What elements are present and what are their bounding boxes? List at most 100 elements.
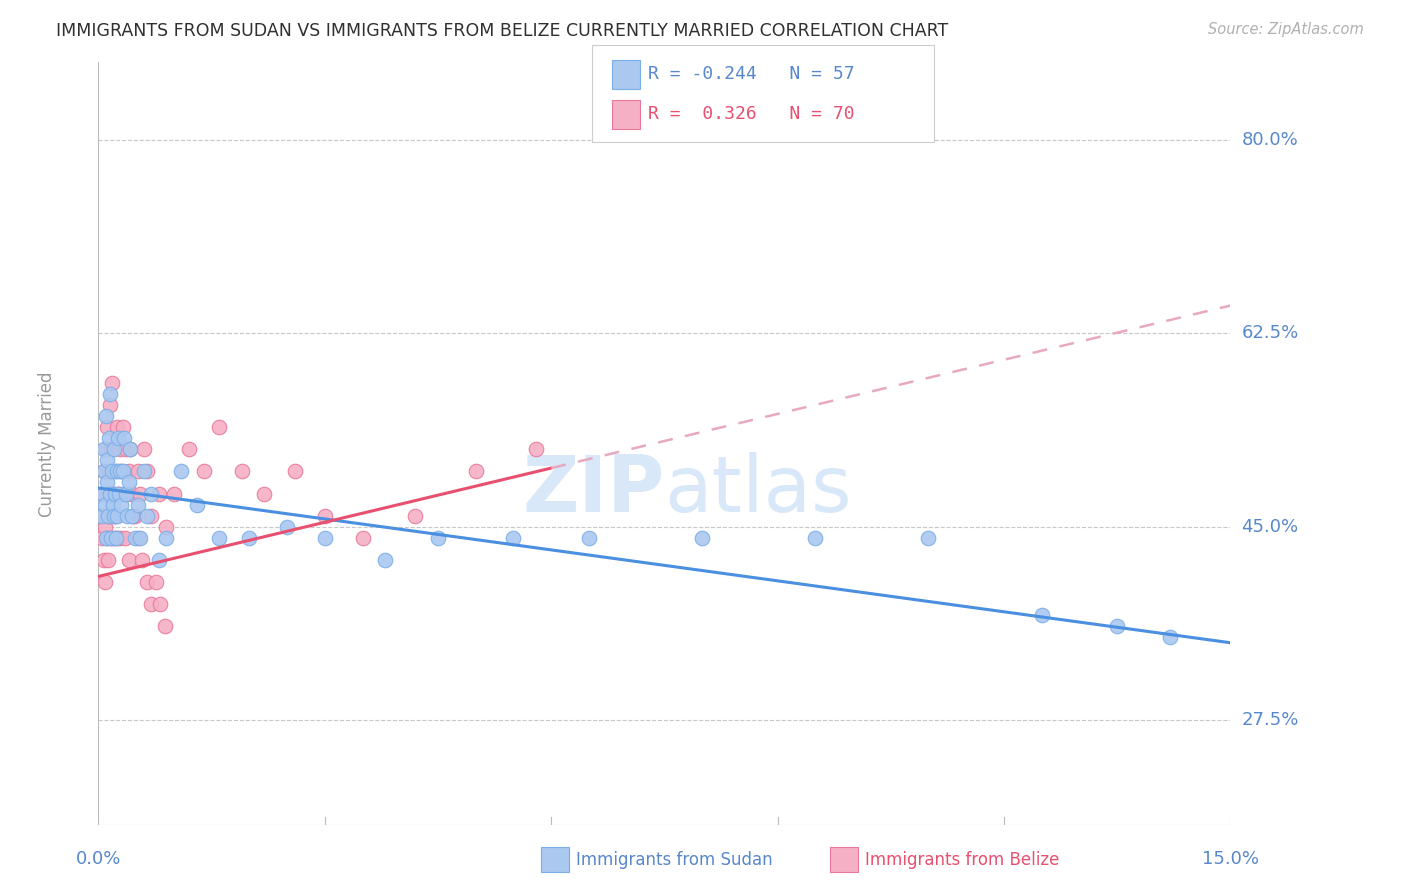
Point [100, 486, 122, 500]
Point [112, 486, 135, 500]
Point [101, 376, 124, 390]
Point [917, 531, 939, 545]
Point [127, 531, 149, 545]
Point [93, 553, 115, 567]
Point [231, 464, 253, 478]
Point [135, 574, 157, 589]
Point [98, 398, 121, 412]
Point [155, 531, 177, 545]
Point [104, 486, 127, 500]
Point [177, 442, 200, 457]
Point [100, 531, 122, 545]
Point [117, 553, 139, 567]
Point [163, 486, 186, 500]
Point [105, 508, 128, 523]
Text: Source: ZipAtlas.com: Source: ZipAtlas.com [1208, 22, 1364, 37]
Point [120, 442, 142, 457]
Point [149, 597, 172, 611]
Point [101, 498, 124, 512]
Text: atlas: atlas [665, 451, 852, 527]
Point [427, 531, 450, 545]
Point [108, 442, 131, 457]
Point [94, 574, 117, 589]
Text: R =  0.326   N = 70: R = 0.326 N = 70 [648, 105, 855, 123]
Point [103, 442, 125, 457]
Point [115, 508, 138, 523]
Point [136, 464, 159, 478]
Point [100, 442, 122, 457]
Point [374, 553, 396, 567]
Point [1107, 619, 1129, 633]
Point [110, 531, 132, 545]
Text: 15.0%: 15.0% [1202, 850, 1258, 868]
Point [111, 464, 134, 478]
Point [96, 486, 118, 500]
Point [98, 387, 121, 401]
Point [100, 486, 122, 500]
Point [96, 475, 118, 490]
Point [91, 486, 114, 500]
Point [121, 508, 143, 523]
Point [94, 519, 117, 533]
Point [93, 442, 115, 457]
Point [132, 464, 155, 478]
Point [114, 531, 136, 545]
Point [578, 531, 600, 545]
Point [94, 498, 117, 512]
Point [148, 486, 170, 500]
Point [117, 464, 139, 478]
Point [111, 420, 134, 434]
Point [105, 531, 128, 545]
Point [124, 508, 146, 523]
Point [314, 508, 336, 523]
Point [110, 464, 132, 478]
Point [352, 531, 374, 545]
Point [98, 508, 121, 523]
Point [155, 519, 177, 533]
Point [117, 475, 139, 490]
Point [101, 486, 124, 500]
Point [101, 464, 124, 478]
Point [104, 464, 127, 478]
Point [170, 464, 193, 478]
Point [112, 431, 135, 445]
Point [129, 486, 152, 500]
Point [276, 519, 298, 533]
Point [127, 464, 149, 478]
Point [284, 464, 307, 478]
Point [121, 486, 143, 500]
Point [107, 486, 129, 500]
Point [103, 508, 125, 523]
Text: 0.0%: 0.0% [76, 850, 121, 868]
Point [96, 531, 118, 545]
Point [103, 531, 125, 545]
Point [96, 420, 118, 434]
Text: ZIP: ZIP [522, 451, 665, 527]
Point [97, 553, 120, 567]
Point [153, 619, 176, 633]
Point [314, 531, 336, 545]
Point [804, 531, 827, 545]
Point [132, 442, 155, 457]
Point [141, 508, 163, 523]
Point [131, 553, 153, 567]
Point [238, 531, 260, 545]
Text: 80.0%: 80.0% [1241, 131, 1298, 149]
Point [105, 464, 128, 478]
Point [145, 574, 167, 589]
Text: Immigrants from Sudan: Immigrants from Sudan [576, 851, 773, 869]
Point [104, 531, 127, 545]
Point [1159, 630, 1181, 644]
Point [107, 486, 129, 500]
Point [148, 553, 170, 567]
Text: Currently Married: Currently Married [38, 371, 56, 516]
Point [108, 464, 131, 478]
Point [208, 420, 231, 434]
Point [502, 531, 524, 545]
Point [101, 486, 124, 500]
Point [114, 486, 136, 500]
Point [94, 531, 117, 545]
Point [100, 531, 122, 545]
Text: Immigrants from Belize: Immigrants from Belize [865, 851, 1059, 869]
Point [98, 464, 121, 478]
